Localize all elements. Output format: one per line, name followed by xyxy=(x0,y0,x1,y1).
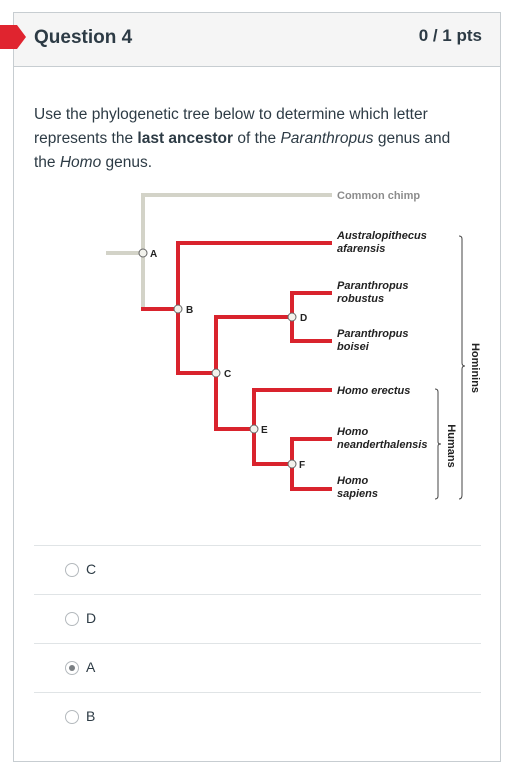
radio-button[interactable] xyxy=(65,612,79,626)
question-title: Question 4 xyxy=(34,27,133,48)
node-a-label: A xyxy=(150,249,157,260)
node-e-label: E xyxy=(261,425,268,436)
node-c-label: C xyxy=(224,369,231,380)
question-card: Question 4 0 / 1 pts Use the phylogeneti… xyxy=(0,12,501,762)
answer-label: C xyxy=(86,561,97,577)
taxon-boisei-genus: Paranthropus xyxy=(337,328,409,340)
question-text: Use the phylogenetic tree below to deter… xyxy=(34,106,451,171)
question-header: Question 4 0 / 1 pts xyxy=(0,13,500,67)
taxon-boisei-species: boisei xyxy=(337,341,370,353)
answer-option-b[interactable]: B xyxy=(34,692,481,741)
phylogenetic-tree: A B C D E F Common chimp Australopithecu… xyxy=(106,191,481,500)
answer-option-d[interactable]: D xyxy=(34,594,481,643)
hominins-bracket xyxy=(458,235,466,500)
radio-button-selected[interactable] xyxy=(65,661,79,675)
node-a-marker xyxy=(138,248,148,258)
taxon-afarensis-genus: Australopithecus xyxy=(336,230,427,242)
hominins-label: Hominins xyxy=(469,343,481,393)
answer-option-c[interactable]: C xyxy=(34,545,481,594)
node-d-label: D xyxy=(300,313,307,324)
answer-label: D xyxy=(86,610,97,626)
answer-label: B xyxy=(86,708,96,724)
taxon-afarensis-species: afarensis xyxy=(337,243,385,255)
humans-label: Humans xyxy=(445,424,457,467)
radio-button[interactable] xyxy=(65,710,79,724)
node-b-marker xyxy=(173,304,183,314)
answer-option-a[interactable]: A xyxy=(34,643,481,692)
radio-button[interactable] xyxy=(65,563,79,577)
answer-list: C D A B xyxy=(34,545,481,741)
node-e-marker xyxy=(249,424,259,434)
humans-bracket xyxy=(434,388,442,500)
taxon-erectus: Homo erectus xyxy=(337,385,410,397)
question-points: 0 / 1 pts xyxy=(418,26,482,45)
node-b-label: B xyxy=(186,305,193,316)
node-f-marker xyxy=(287,459,297,469)
flag-icon[interactable] xyxy=(0,25,26,49)
taxon-common-chimp: Common chimp xyxy=(337,191,420,202)
node-d-marker xyxy=(287,312,297,322)
answer-label: A xyxy=(86,659,96,675)
taxon-sapiens-species: sapiens xyxy=(337,488,378,500)
taxon-robustus-species: robustus xyxy=(337,293,384,305)
node-c-marker xyxy=(211,368,221,378)
node-f-label: F xyxy=(299,460,305,471)
taxon-neanderthalensis-species: neanderthalensis xyxy=(337,439,427,451)
taxon-robustus-genus: Paranthropus xyxy=(337,280,409,292)
taxon-sapiens-genus: Homo xyxy=(337,475,368,487)
taxon-neanderthalensis-genus: Homo xyxy=(337,426,368,438)
